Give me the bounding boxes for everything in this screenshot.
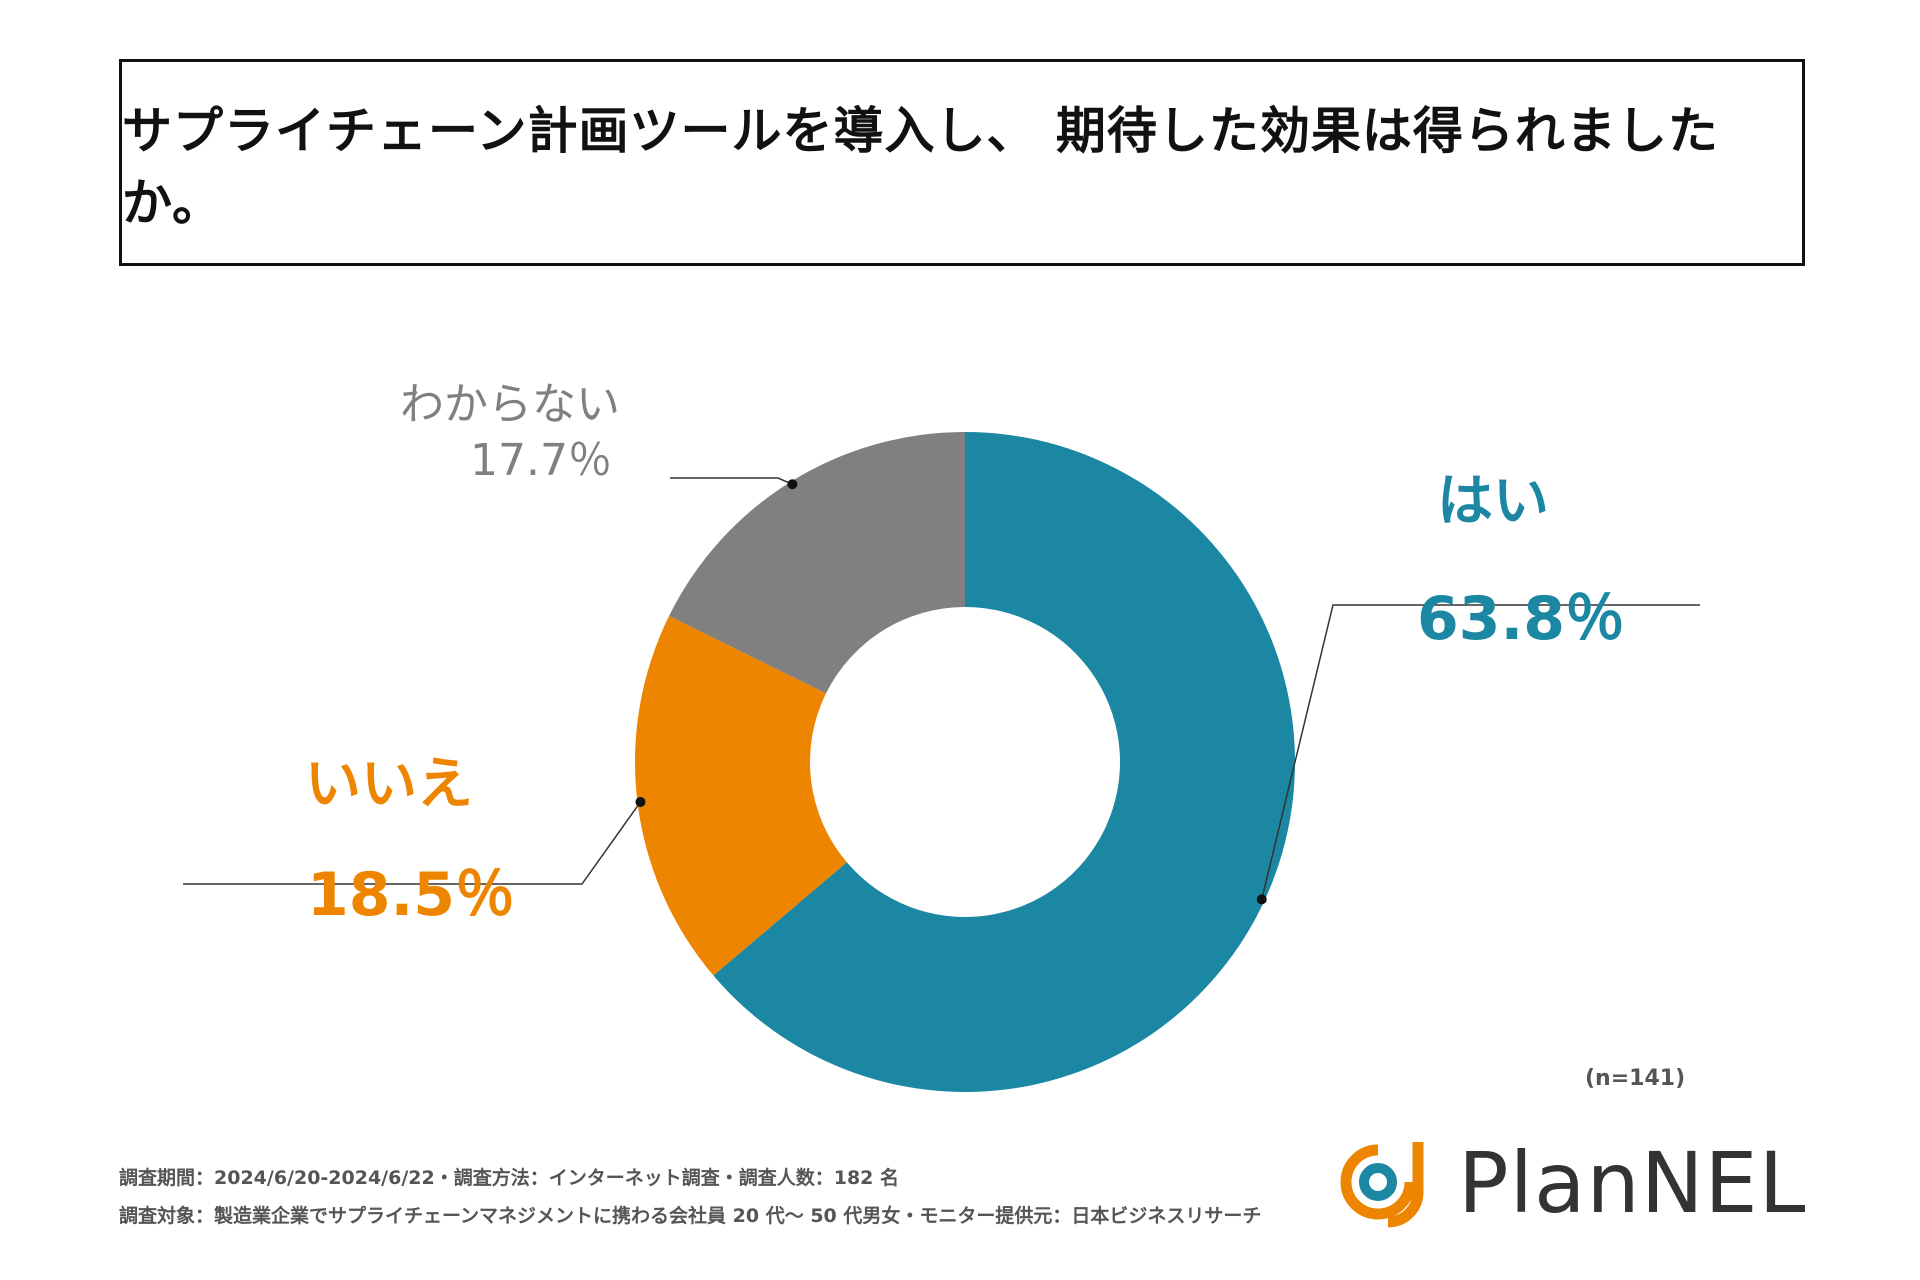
slice-label-2: いいえ	[305, 752, 473, 817]
slice-label-3: わからない	[400, 379, 620, 430]
logo-mark-icon	[1340, 1142, 1424, 1228]
donut-slice-1	[713, 432, 1296, 1092]
slice-label-1: はい	[1437, 469, 1549, 534]
donut-slice-2	[635, 615, 847, 976]
leader-dot-3	[787, 479, 798, 490]
logo-text: PlanNEL	[1458, 1134, 1807, 1232]
leader-dot-1	[1256, 894, 1267, 905]
leader-dot-2	[635, 796, 646, 807]
sample-size-note: (n=141)	[1585, 1066, 1686, 1091]
donut-slice-3	[669, 432, 965, 694]
leader-line-1	[1261, 604, 1700, 900]
footer-survey-period: 調査期間：2024/6/20-2024/6/22・調査方法：インターネット調査・…	[119, 1167, 900, 1189]
leader-line-3	[670, 477, 793, 485]
title-box: サプライチェーン計画ツールを導入し、 期待した効果は得られましたか。	[119, 59, 1805, 266]
slice-value-1: 63.8％	[1417, 584, 1626, 654]
slice-value-2: 18.5％	[307, 860, 516, 930]
leader-line-2	[183, 801, 642, 885]
plannel-logo: PlanNEL	[1338, 1132, 1808, 1232]
slice-value-3: 17.7％	[470, 435, 612, 486]
footer-survey-target: 調査対象：製造業企業でサプライチェーンマネジメントに携わる会社員 20 代～ 5…	[119, 1205, 1262, 1227]
chart-title: サプライチェーン計画ツールを導入し、 期待した効果は得られましたか。	[122, 101, 1719, 232]
